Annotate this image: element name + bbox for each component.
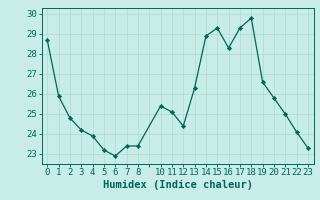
X-axis label: Humidex (Indice chaleur): Humidex (Indice chaleur) xyxy=(103,180,252,190)
